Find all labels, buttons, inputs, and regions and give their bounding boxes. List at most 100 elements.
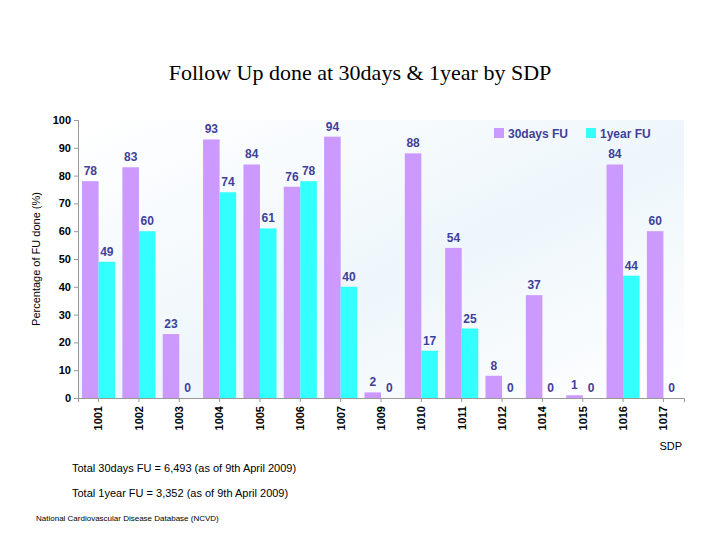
tick-label: 1012 <box>496 406 508 430</box>
tick-label: 1015 <box>577 406 589 430</box>
bar <box>179 398 196 399</box>
data-label: 0 <box>386 381 393 395</box>
chart: Follow Up done at 30days & 1year by SDP7… <box>0 0 720 540</box>
y-tick: 60 <box>59 225 78 237</box>
y-axis-title: Percentage of FU done (%) <box>30 192 42 326</box>
tick-mark <box>381 398 382 402</box>
data-label: 61 <box>262 211 276 225</box>
plot: 7883239384769428854837184604960074617840… <box>53 114 685 430</box>
data-label: 2 <box>369 375 376 389</box>
tick-mark <box>219 398 220 402</box>
bars <box>82 137 663 398</box>
tick-mark <box>74 370 78 371</box>
y-axis: 0102030405060708090100 <box>53 114 79 404</box>
x-tick: 1016 <box>617 398 629 430</box>
tick-mark <box>542 398 543 402</box>
data-label: 49 <box>100 245 114 259</box>
data-label: 17 <box>423 334 437 348</box>
bar <box>163 334 180 398</box>
data-label: 60 <box>648 214 662 228</box>
data-label: 23 <box>164 317 178 331</box>
bar <box>421 351 438 398</box>
data-label: 44 <box>625 259 639 273</box>
tick-label: 30 <box>59 309 71 321</box>
tick-mark <box>74 315 78 316</box>
tick-mark <box>623 398 624 402</box>
bar <box>122 167 139 398</box>
data-label: 60 <box>141 214 155 228</box>
y-tick: 70 <box>59 197 78 209</box>
bar <box>324 137 341 398</box>
data-label: 25 <box>463 312 477 326</box>
x-tick: 1014 <box>536 398 548 430</box>
tick-mark <box>74 203 78 204</box>
data-label: 74 <box>221 175 235 189</box>
tick-label: 1007 <box>335 406 347 430</box>
legend-label: 1year FU <box>600 127 651 141</box>
tick-label: 20 <box>59 336 71 348</box>
bar <box>542 398 559 399</box>
tick-mark <box>74 259 78 260</box>
data-label: 0 <box>507 381 514 395</box>
tick-mark <box>582 398 583 402</box>
tick-mark <box>340 398 341 402</box>
tick-mark <box>502 398 503 402</box>
x-tick: 1010 <box>415 398 427 430</box>
y-tick: 10 <box>59 364 78 376</box>
bar <box>445 248 462 398</box>
x-tick: 1017 <box>657 398 669 430</box>
data-label: 78 <box>84 164 98 178</box>
y-tick: 100 <box>53 114 78 126</box>
bar <box>220 192 237 398</box>
legend-swatch <box>586 128 596 138</box>
data-label: 0 <box>547 381 554 395</box>
x-axis: 1001100210031004100510061007100910101011… <box>79 398 685 430</box>
tick-mark <box>300 398 301 402</box>
tick-mark <box>74 120 78 121</box>
tick-label: 50 <box>59 253 71 265</box>
bar <box>647 231 664 398</box>
bar <box>485 376 502 398</box>
axis-line <box>74 121 79 399</box>
bar <box>139 231 156 398</box>
tick-mark <box>74 148 78 149</box>
bar <box>607 164 624 398</box>
data-label: 84 <box>608 147 622 161</box>
tick-mark <box>663 398 664 402</box>
tick-label: 10 <box>59 364 71 376</box>
bar <box>243 164 260 398</box>
x-tick: 1007 <box>335 398 347 430</box>
data-label: 94 <box>326 120 340 134</box>
tick-mark <box>259 398 260 402</box>
tick-label: 1014 <box>536 405 548 430</box>
x-tick: 1004 <box>213 398 225 430</box>
data-label: 84 <box>245 147 259 161</box>
data-label: 54 <box>447 231 461 245</box>
annotation: Total 30days FU = 6,493 (as of 9th April… <box>72 462 296 474</box>
y-tick: 30 <box>59 309 78 321</box>
tick-label: 1004 <box>213 405 225 430</box>
tick-label: 1001 <box>92 406 104 430</box>
data-label: 83 <box>124 150 138 164</box>
tick-mark <box>138 398 139 402</box>
legend: 30days FU1year FU <box>494 127 651 141</box>
tick-mark <box>74 342 78 343</box>
tick-label: 1005 <box>254 406 266 430</box>
tick-label: 60 <box>59 225 71 237</box>
data-label: 8 <box>490 359 497 373</box>
tick-mark <box>461 398 462 402</box>
bar <box>663 398 680 399</box>
bar <box>623 276 640 398</box>
y-tick: 20 <box>59 336 78 348</box>
axis-line <box>79 399 685 403</box>
bar <box>260 228 277 398</box>
tick-label: 1010 <box>415 406 427 430</box>
data-label: 93 <box>205 122 219 136</box>
bar <box>284 187 301 398</box>
tick-label: 40 <box>59 281 71 293</box>
annotation: National Cardiovascular Disease Database… <box>36 514 219 523</box>
data-label: 78 <box>302 164 316 178</box>
x-tick: 1002 <box>133 398 145 430</box>
bar <box>364 392 381 398</box>
tick-label: 1011 <box>456 406 468 430</box>
